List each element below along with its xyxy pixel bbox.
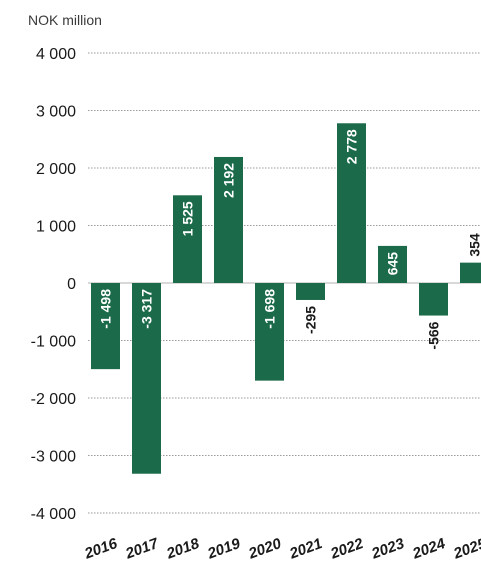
bar (255, 283, 284, 381)
y-tick-label: -1 000 (31, 334, 76, 351)
data-label: 354 (467, 233, 481, 257)
y-tick-label: -2 000 (31, 391, 76, 408)
bar (91, 283, 120, 370)
data-label: 2 778 (344, 129, 360, 164)
x-tick-label: 2020 (245, 535, 284, 563)
y-axis-ticks: 4 000 3 000 2 000 1 000 0 -1 000 -2 000 -3 000 -… (31, 46, 76, 523)
bar (460, 262, 481, 283)
data-label: -295 (303, 306, 319, 334)
bar (337, 123, 366, 283)
x-tick-label: 2016 (81, 535, 120, 563)
x-tick-label: 2023 (368, 535, 407, 563)
x-tick-label: 2021 (286, 535, 324, 563)
x-tick-label: 2022 (327, 535, 366, 563)
bar (378, 245, 407, 283)
bar (419, 283, 448, 316)
data-label: -3 317 (139, 289, 155, 329)
bar (173, 195, 202, 283)
bar (296, 283, 325, 300)
data-label: -1 698 (262, 289, 278, 329)
data-label: 1 525 (180, 201, 196, 236)
bar (214, 156, 243, 283)
y-axis-unit-label: NOK million (28, 12, 102, 28)
y-tick-label: -4 000 (31, 506, 76, 523)
x-tick-label: 2024 (409, 535, 448, 563)
bar (132, 283, 161, 474)
y-tick-label: 4 000 (36, 46, 76, 63)
data-label: 645 (385, 252, 401, 276)
y-tick-label: -3 000 (31, 449, 76, 466)
x-tick-label: 2018 (163, 535, 202, 563)
y-tick-label: 3 000 (36, 104, 76, 121)
data-labels: -1 498 -3 317 1 525 2 192 -1 698 -295 2 778 645… (98, 129, 481, 350)
data-label: -1 498 (98, 289, 114, 329)
x-axis-ticks: 2016 2017 2018 2019 2020 2021 2022 2023 2024 2025 (81, 535, 481, 563)
x-tick-label: 2025 (450, 535, 481, 563)
y-tick-label: 0 (67, 276, 76, 293)
y-tick-label: 1 000 (36, 219, 76, 236)
x-tick-label: 2017 (122, 535, 161, 563)
y-tick-label: 2 000 (36, 161, 76, 178)
x-tick-label: 2019 (204, 535, 243, 563)
data-label: 2 192 (221, 163, 237, 198)
bars (91, 123, 481, 474)
data-label: -566 (426, 321, 442, 349)
